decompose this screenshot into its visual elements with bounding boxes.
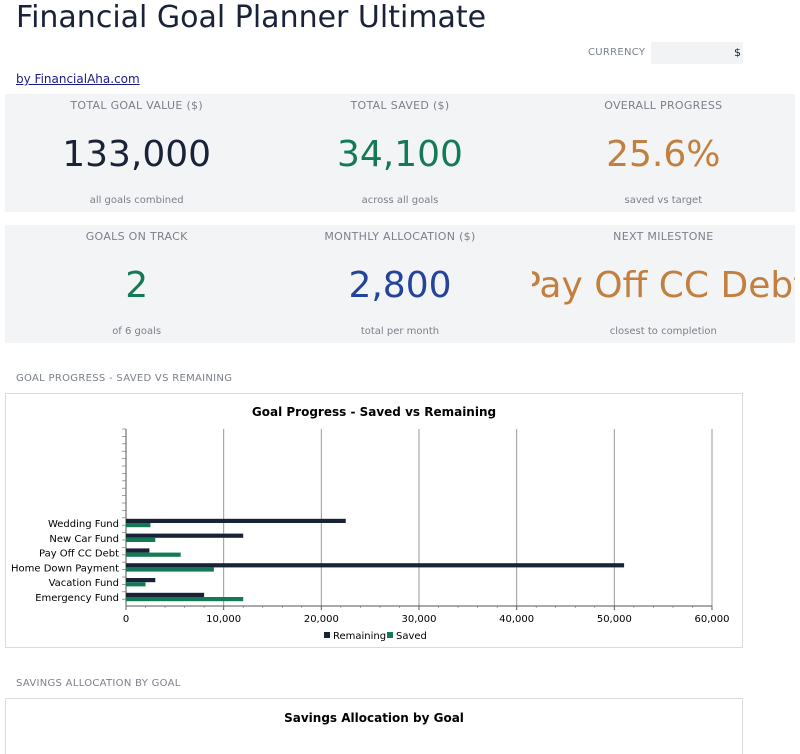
x-tick-label: 40,000: [499, 614, 534, 625]
kpi-label: NEXT MILESTONE: [613, 230, 714, 243]
legend-label: Saved: [396, 631, 427, 642]
y-category-label: New Car Fund: [49, 534, 119, 545]
goal-progress-svg: 0 10,000 20,000 30,000 40,000 50,000 60,000 Wed…: [11, 428, 730, 642]
bar-saved: [126, 537, 156, 542]
section-label-savings-allocation: SAVINGS ALLOCATION BY GOAL: [16, 678, 181, 689]
y-category-label: Home Down Payment: [11, 563, 119, 574]
bar-saved: [126, 523, 151, 528]
legend-swatch: [387, 632, 393, 638]
kpi-label: GOALS ON TRACK: [85, 230, 188, 243]
goal-progress-chart: Goal Progress - Saved vs Remaining 0 10,0…: [5, 393, 743, 648]
chart-title: Savings Allocation by Goal: [284, 711, 464, 725]
bar-remaining: [126, 563, 625, 568]
kpi-subtext: saved vs target: [624, 195, 703, 206]
bar-saved: [126, 582, 146, 587]
bar-saved: [126, 552, 181, 557]
currency-input[interactable]: $: [651, 42, 743, 64]
kpi-value: Pay Off CC Debt: [531, 265, 795, 306]
kpi-total-saved: TOTAL SAVED ($) 34,100 across all goals: [268, 94, 531, 212]
kpi-label: MONTHLY ALLOCATION ($): [324, 230, 476, 243]
chart-title: Goal Progress - Saved vs Remaining: [251, 405, 497, 419]
kpi-label: TOTAL GOAL VALUE ($): [70, 99, 203, 112]
kpi-value: 34,100: [337, 134, 463, 175]
section-label-goal-progress: GOAL PROGRESS - SAVED VS REMAINING: [16, 373, 233, 384]
currency-label: CURRENCY: [588, 47, 646, 58]
kpi-subtext: closest to completion: [609, 326, 717, 337]
kpi-next-milestone: NEXT MILESTONE Pay Off CC Debt closest t…: [532, 225, 795, 343]
kpi-monthly-allocation: MONTHLY ALLOCATION ($) 2,800 total per m…: [268, 225, 531, 343]
bar-remaining: [126, 578, 156, 583]
savings-allocation-chart: Savings Allocation by Goal: [5, 698, 743, 754]
byline-link[interactable]: by FinancialAha.com: [16, 72, 140, 86]
bar-saved: [126, 567, 214, 572]
kpi-subtext: across all goals: [361, 195, 439, 206]
bar-remaining: [126, 592, 205, 597]
kpi-subtext: of 6 goals: [112, 326, 162, 337]
kpi-label: TOTAL SAVED ($): [350, 99, 450, 112]
x-tick-label: 10,000: [206, 614, 241, 625]
x-tick-label: 20,000: [304, 614, 339, 625]
kpi-goals-on-track: GOALS ON TRACK 2 of 6 goals: [5, 225, 268, 343]
kpi-total-goal-value: TOTAL GOAL VALUE ($) 133,000 all goals c…: [5, 94, 268, 212]
bar-remaining: [126, 518, 346, 523]
x-tick-label: 30,000: [402, 614, 437, 625]
kpi-subtext: all goals combined: [89, 195, 184, 206]
bar-remaining: [126, 533, 244, 538]
y-category-label: Pay Off CC Debt: [39, 549, 119, 560]
x-tick-label: 0: [123, 614, 129, 625]
kpi-row-2: GOALS ON TRACK 2 of 6 goals MONTHLY ALLO…: [5, 225, 795, 343]
bar-remaining: [126, 548, 150, 553]
kpi-label: OVERALL PROGRESS: [604, 99, 723, 112]
y-category-label: Wedding Fund: [48, 519, 119, 530]
page-title: Financial Goal Planner Ultimate: [16, 0, 487, 35]
legend-label: Remaining: [333, 631, 386, 642]
legend-swatch: [324, 632, 330, 638]
x-tick-label: 60,000: [695, 614, 730, 625]
y-category-label: Vacation Fund: [49, 578, 119, 589]
kpi-row-1: TOTAL GOAL VALUE ($) 133,000 all goals c…: [5, 94, 795, 212]
kpi-value: 2: [125, 265, 149, 306]
kpi-subtext: total per month: [360, 326, 440, 337]
kpi-value: 2,800: [348, 265, 452, 306]
kpi-value: 25.6%: [606, 134, 721, 175]
kpi-value: 133,000: [62, 134, 212, 175]
kpi-overall-progress: OVERALL PROGRESS 25.6% saved vs target: [532, 94, 795, 212]
x-tick-label: 50,000: [597, 614, 632, 625]
y-category-label: Emergency Fund: [35, 593, 119, 604]
bar-saved: [126, 597, 244, 602]
